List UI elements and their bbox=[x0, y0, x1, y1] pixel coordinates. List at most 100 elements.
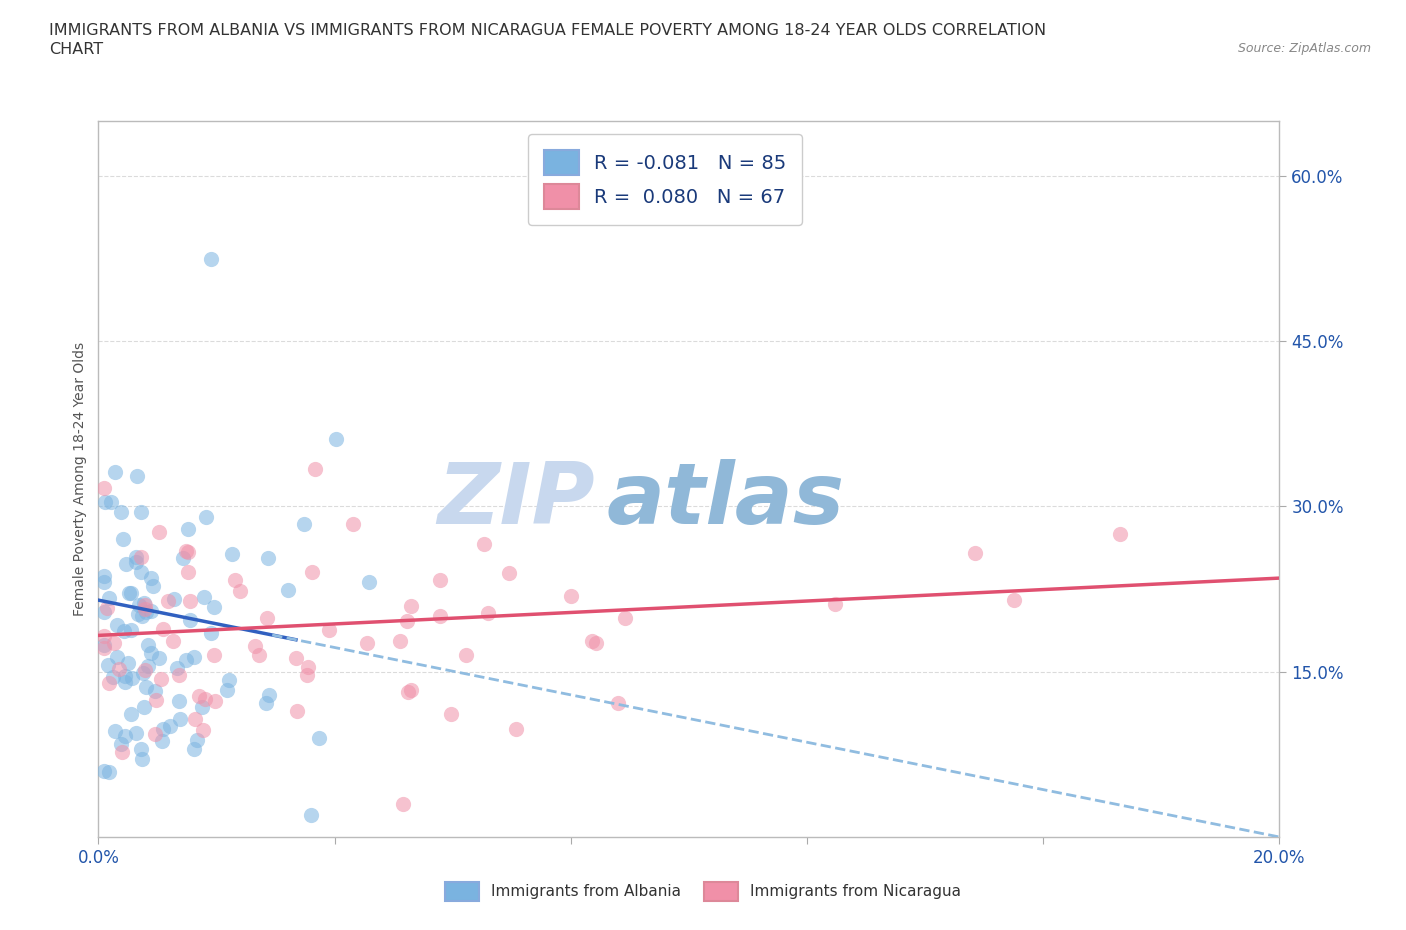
Point bbox=[277, 583, 299, 598]
Point bbox=[93, 629, 115, 644]
Point bbox=[186, 732, 208, 747]
Text: atlas: atlas bbox=[606, 458, 845, 542]
Point bbox=[163, 591, 186, 606]
Point bbox=[98, 676, 121, 691]
Point bbox=[156, 593, 179, 608]
Point bbox=[166, 660, 188, 675]
Point bbox=[93, 575, 115, 590]
Point bbox=[152, 722, 174, 737]
Point bbox=[96, 601, 118, 616]
Point bbox=[607, 696, 630, 711]
Point bbox=[200, 251, 222, 266]
Point bbox=[148, 651, 170, 666]
Point bbox=[304, 462, 326, 477]
Point bbox=[152, 622, 174, 637]
Point bbox=[287, 704, 309, 719]
Point bbox=[585, 635, 607, 650]
Point bbox=[114, 668, 136, 683]
Point bbox=[97, 591, 120, 605]
Text: ZIP: ZIP bbox=[437, 458, 595, 542]
Point bbox=[101, 669, 124, 684]
Point bbox=[295, 668, 318, 683]
Point bbox=[114, 728, 136, 743]
Point bbox=[125, 726, 148, 741]
Point bbox=[134, 662, 156, 677]
Point bbox=[256, 611, 278, 626]
Point bbox=[177, 522, 200, 537]
Point bbox=[194, 510, 217, 525]
Point bbox=[429, 609, 451, 624]
Point bbox=[167, 693, 190, 708]
Y-axis label: Female Poverty Among 18-24 Year Olds: Female Poverty Among 18-24 Year Olds bbox=[73, 342, 87, 616]
Text: IMMIGRANTS FROM ALBANIA VS IMMIGRANTS FROM NICARAGUA FEMALE POVERTY AMONG 18-24 : IMMIGRANTS FROM ALBANIA VS IMMIGRANTS FR… bbox=[49, 23, 1046, 38]
Point bbox=[325, 432, 347, 446]
Point bbox=[139, 571, 162, 586]
Point bbox=[139, 645, 162, 660]
Point bbox=[145, 692, 167, 707]
Point bbox=[117, 656, 139, 671]
Point bbox=[93, 604, 115, 619]
Point bbox=[477, 605, 499, 620]
Point bbox=[162, 634, 184, 649]
Point bbox=[135, 680, 157, 695]
Point bbox=[229, 583, 252, 598]
Point bbox=[191, 700, 214, 715]
Point bbox=[112, 624, 135, 639]
Point bbox=[202, 600, 225, 615]
Point bbox=[132, 699, 155, 714]
Point bbox=[174, 544, 197, 559]
Point bbox=[1002, 592, 1025, 607]
Point bbox=[179, 594, 201, 609]
Point bbox=[183, 741, 205, 756]
Point bbox=[115, 557, 138, 572]
Point bbox=[177, 565, 200, 579]
Point bbox=[132, 665, 155, 680]
Point bbox=[131, 608, 153, 623]
Point bbox=[505, 722, 527, 737]
Point bbox=[150, 733, 173, 748]
Point bbox=[136, 658, 159, 673]
Point bbox=[179, 613, 201, 628]
Point bbox=[193, 590, 215, 604]
Point bbox=[129, 741, 152, 756]
Point bbox=[125, 550, 148, 565]
Point bbox=[103, 635, 125, 650]
Point bbox=[104, 464, 127, 479]
Point bbox=[104, 724, 127, 738]
Point bbox=[167, 668, 190, 683]
Point bbox=[111, 745, 134, 760]
Point bbox=[128, 597, 150, 612]
Point bbox=[143, 684, 166, 699]
Point bbox=[188, 688, 211, 703]
Text: Source: ZipAtlas.com: Source: ZipAtlas.com bbox=[1237, 42, 1371, 55]
Point bbox=[200, 626, 222, 641]
Point bbox=[100, 495, 122, 510]
Point bbox=[127, 469, 149, 484]
Point bbox=[581, 633, 603, 648]
Point bbox=[217, 683, 239, 698]
Point bbox=[963, 545, 986, 560]
Point bbox=[139, 604, 162, 618]
Point bbox=[247, 647, 270, 662]
Point bbox=[399, 683, 422, 698]
Point bbox=[342, 516, 364, 531]
Point bbox=[284, 651, 307, 666]
Point bbox=[93, 569, 115, 584]
Point bbox=[120, 585, 142, 600]
Point bbox=[121, 671, 143, 685]
Point bbox=[172, 551, 194, 565]
Point bbox=[111, 532, 134, 547]
Point bbox=[142, 578, 165, 593]
Point bbox=[299, 807, 322, 822]
Point bbox=[107, 650, 129, 665]
Point bbox=[224, 573, 246, 588]
Point bbox=[301, 565, 323, 579]
Point bbox=[94, 495, 117, 510]
Point bbox=[396, 614, 419, 629]
Legend: R = -0.081   N = 85, R =  0.080   N = 67: R = -0.081 N = 85, R = 0.080 N = 67 bbox=[529, 134, 803, 225]
Point bbox=[169, 711, 191, 726]
Point bbox=[93, 481, 115, 496]
Point bbox=[308, 730, 330, 745]
Point bbox=[149, 671, 172, 686]
Point bbox=[356, 636, 378, 651]
